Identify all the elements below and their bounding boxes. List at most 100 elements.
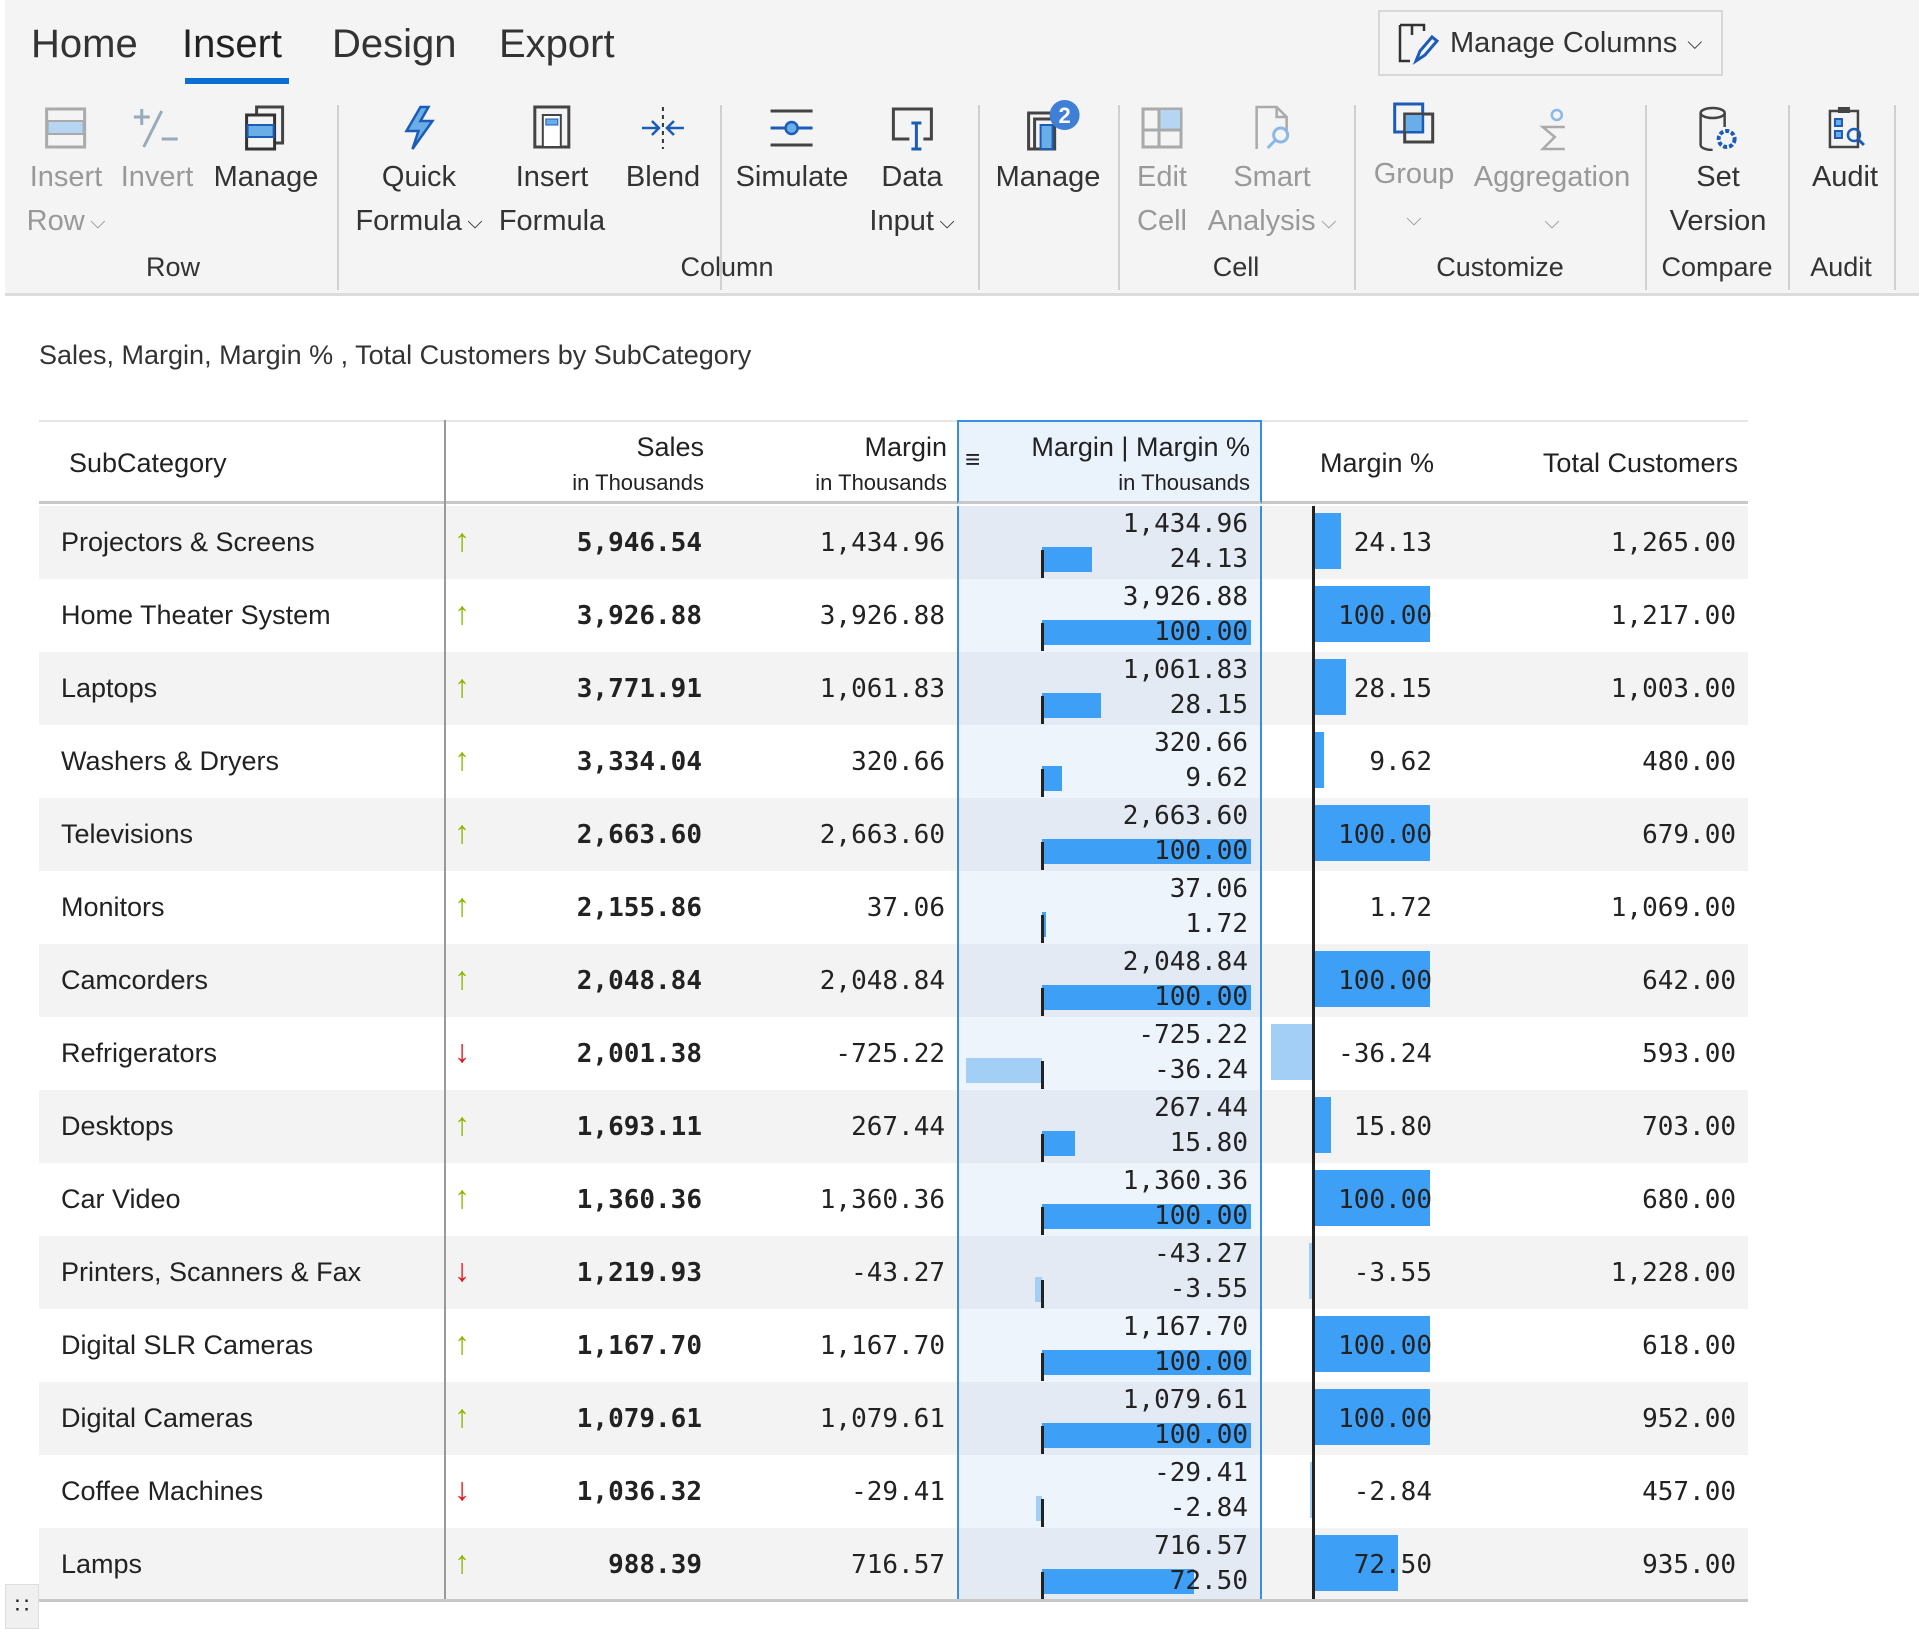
customers-cell: 1,003.00 xyxy=(1444,652,1748,725)
margin-pct-bar xyxy=(1313,732,1325,788)
sales-value: 1,167.70 xyxy=(576,1331,702,1361)
customers-cell: 457.00 xyxy=(1444,1455,1748,1528)
manage-column-button[interactable]: 2 Manage xyxy=(996,100,1100,199)
group-label-row: Row xyxy=(145,252,201,282)
customers-cell: 703.00 xyxy=(1444,1090,1748,1163)
margin-pct-bar xyxy=(1042,839,1251,864)
chevron-down-icon: ⌵ xyxy=(1544,211,1560,234)
smart-analysis-label-2: Analysis xyxy=(1207,205,1316,237)
smart-analysis-button[interactable]: Smart Analysis ⌵ xyxy=(1207,105,1336,244)
combo-pct-value: 15.80 xyxy=(1169,1128,1248,1158)
header-margin[interactable]: Margin in Thousands xyxy=(714,420,957,504)
bar-axis xyxy=(1312,1309,1315,1382)
group-divider xyxy=(337,105,339,290)
table-row[interactable]: Desktops ↑ 1,693.11 267.44 267.44 15.80 1… xyxy=(39,1090,1748,1163)
sigma-gear-icon xyxy=(1539,108,1565,151)
customers-value: 480.00 xyxy=(1642,747,1736,777)
bar-axis xyxy=(1041,1207,1044,1235)
table-row[interactable]: Car Video ↑ 1,360.36 1,360.36 1,360.36 10… xyxy=(39,1163,1748,1236)
combo-margin-value: 3,926.88 xyxy=(1122,582,1248,612)
chevron-down-icon: ⌵ xyxy=(1406,208,1422,231)
margin-value: 1,061.83 xyxy=(819,674,945,704)
table-row[interactable]: Digital Cameras ↑ 1,079.61 1,079.61 1,079… xyxy=(39,1382,1748,1455)
sales-cell: ↑ 1,360.36 xyxy=(444,1163,714,1236)
margin-combo-cell: 716.57 72.50 xyxy=(957,1528,1262,1601)
set-version-button[interactable]: Set Version xyxy=(1670,105,1766,243)
table-row[interactable]: Printers, Scanners & Fax ↓ 1,219.93 -43.2… xyxy=(39,1236,1748,1309)
combo-pct-value: -2.84 xyxy=(1169,1493,1248,1523)
table-row[interactable]: Projectors & Screens ↑ 5,946.54 1,434.96 … xyxy=(39,506,1748,579)
table-row[interactable]: Monitors ↑ 2,155.86 37.06 37.06 1.72 1.72… xyxy=(39,871,1748,944)
margin-cell: 716.57 xyxy=(714,1528,957,1601)
table-row[interactable]: Refrigerators ↓ 2,001.38 -725.22 -725.22 … xyxy=(39,1017,1748,1090)
margin-value: -725.22 xyxy=(835,1039,945,1069)
header-total-customers[interactable]: Total Customers xyxy=(1444,420,1748,504)
margin-cell: 37.06 xyxy=(714,871,957,944)
tab-design[interactable]: Design xyxy=(332,22,457,66)
edit-cell-label-2: Cell xyxy=(1137,205,1187,237)
margin-pct-bar xyxy=(1036,1496,1042,1521)
tab-home[interactable]: Home xyxy=(31,22,138,66)
sales-value: 2,001.38 xyxy=(576,1039,702,1069)
header-sales-unit: in Thousands xyxy=(572,470,704,495)
margin-pct-bar xyxy=(1313,1316,1430,1372)
sales-value: 3,771.91 xyxy=(576,674,702,704)
table-row[interactable]: Coffee Machines ↓ 1,036.32 -29.41 -29.41 … xyxy=(39,1455,1748,1528)
aggregation-button[interactable]: Aggregation ⌵ xyxy=(1474,105,1630,244)
ribbon: Home Insert Design Export Manage Columns… xyxy=(5,0,1919,296)
insert-formula-button[interactable]: Insert Formula xyxy=(499,105,605,243)
margin-combo-cell: -43.27 -3.55 xyxy=(957,1236,1262,1309)
drag-handle-icon[interactable]: ∷ xyxy=(5,1584,39,1629)
blend-button[interactable]: Blend xyxy=(626,105,700,199)
quick-formula-label-2: Formula xyxy=(355,205,462,237)
subcategory-name: Laptops xyxy=(61,673,158,703)
invert-button[interactable]: Invert xyxy=(121,105,193,199)
set-version-label-1: Set xyxy=(1696,161,1740,193)
margin-combo-cell: 1,167.70 100.00 xyxy=(957,1309,1262,1382)
manage-columns-button[interactable]: Manage Columns ⌵ xyxy=(1378,10,1723,76)
combo-margin-value: 1,167.70 xyxy=(1122,1312,1248,1342)
audit-button[interactable]: Audit xyxy=(1812,105,1878,199)
header-sales[interactable]: Sales in Thousands xyxy=(444,420,714,504)
table-row[interactable]: Camcorders ↑ 2,048.84 2,048.84 2,048.84 1… xyxy=(39,944,1748,1017)
subcategory-name: Home Theater System xyxy=(61,600,331,630)
arrow-up-icon: ↑ xyxy=(454,814,470,850)
combo-margin-value: 1,434.96 xyxy=(1122,509,1248,539)
table-row[interactable]: Lamps ↑ 988.39 716.57 716.57 72.50 72.50 … xyxy=(39,1528,1748,1601)
margin-pct-cell: -2.84 xyxy=(1262,1455,1444,1528)
table-row[interactable]: Home Theater System ↑ 3,926.88 3,926.88 3… xyxy=(39,579,1748,652)
insert-row-button[interactable]: Insert Row ⌵ xyxy=(27,105,105,244)
data-input-button[interactable]: Data Input ⌵ xyxy=(869,105,955,244)
table-row[interactable]: Digital SLR Cameras ↑ 1,167.70 1,167.70 1… xyxy=(39,1309,1748,1382)
quick-formula-button[interactable]: Quick Formula ⌵ xyxy=(355,105,483,244)
group-button[interactable]: Group ⌵ xyxy=(1374,102,1454,241)
header-margin-combo[interactable]: ≡ Margin | Margin % in Thousands xyxy=(957,420,1262,504)
bar-axis xyxy=(1312,944,1315,1017)
bar-axis xyxy=(1312,871,1315,944)
table-row[interactable]: Televisions ↑ 2,663.60 2,663.60 2,663.60 … xyxy=(39,798,1748,871)
edit-cell-button[interactable]: Edit Cell xyxy=(1137,105,1187,243)
margin-pct-cell: 100.00 xyxy=(1262,1309,1444,1382)
sales-cell: ↑ 5,946.54 xyxy=(444,506,714,579)
table-row[interactable]: Laptops ↑ 3,771.91 1,061.83 1,061.83 28.1… xyxy=(39,652,1748,725)
table-row[interactable]: Washers & Dryers ↑ 3,334.04 320.66 320.66… xyxy=(39,725,1748,798)
simulate-button[interactable]: Simulate xyxy=(736,105,848,199)
customers-value: 593.00 xyxy=(1642,1039,1736,1069)
customers-value: 680.00 xyxy=(1642,1185,1736,1215)
margin-cell: 267.44 xyxy=(714,1090,957,1163)
manage-row-button[interactable]: Manage xyxy=(214,105,318,199)
sales-cell: ↓ 1,219.93 xyxy=(444,1236,714,1309)
sales-cell: ↑ 3,334.04 xyxy=(444,725,714,798)
header-subcategory[interactable]: SubCategory xyxy=(39,420,444,504)
tab-insert[interactable]: Insert xyxy=(182,22,283,66)
customers-cell: 952.00 xyxy=(1444,1382,1748,1455)
margin-pct-cell: 1.72 xyxy=(1262,871,1444,944)
calculator-icon xyxy=(533,105,571,149)
subcategory-name: Refrigerators xyxy=(61,1038,218,1068)
tab-export[interactable]: Export xyxy=(499,22,615,66)
subcategory-cell: Laptops xyxy=(39,652,444,725)
customers-cell: 935.00 xyxy=(1444,1528,1748,1601)
column-menu-icon[interactable]: ≡ xyxy=(965,444,981,474)
header-margin-pct[interactable]: Margin % xyxy=(1262,420,1444,504)
margin-pct-bar xyxy=(1313,1389,1430,1445)
